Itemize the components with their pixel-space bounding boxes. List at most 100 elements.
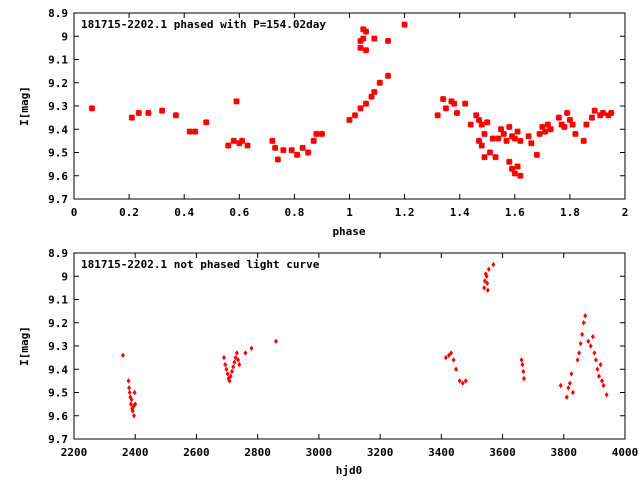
- top-x-tick-label: 0: [71, 206, 78, 219]
- data-point: [451, 357, 456, 363]
- data-point: [127, 385, 132, 391]
- top-x-axis: 0 0.2 0.4 0.6 0.8 1 1.2 1.4 1.6 1.8 2: [71, 13, 629, 219]
- data-point: [563, 109, 571, 117]
- data-point: [129, 396, 134, 403]
- data-point: [269, 137, 276, 145]
- data-point: [357, 37, 364, 45]
- data-point: [520, 361, 525, 368]
- data-point: [237, 361, 242, 368]
- data-point: [580, 331, 585, 338]
- data-point: [596, 112, 604, 119]
- bottom-y-tick-label: 8.9: [48, 247, 68, 260]
- data-point: [539, 123, 546, 131]
- data-point: [172, 112, 180, 119]
- bottom-y-tick-label: 9.6: [48, 410, 68, 423]
- top-x-tick-label: 0.2: [119, 206, 139, 219]
- data-point: [449, 350, 454, 356]
- bottom-chart-title: 181715-2202.1 not phased light curve: [81, 258, 320, 271]
- top-x-tick-label: 1.2: [395, 206, 415, 219]
- bottom-x-tick-label: 3400: [428, 446, 455, 459]
- data-point: [591, 107, 598, 114]
- data-point: [500, 130, 507, 138]
- data-point: [224, 366, 229, 372]
- bottom-y-tick-label: 9.5: [48, 387, 68, 400]
- data-point: [558, 121, 565, 128]
- data-point: [128, 401, 133, 407]
- data-point: [519, 357, 524, 363]
- data-point: [566, 116, 574, 124]
- data-point: [601, 382, 606, 389]
- data-point: [360, 35, 367, 42]
- data-point: [299, 144, 306, 152]
- data-point: [484, 273, 489, 279]
- top-y-tick-label: 9: [61, 30, 68, 43]
- data-point: [517, 172, 524, 179]
- data-point: [457, 378, 462, 384]
- data-point: [478, 121, 485, 128]
- data-point: [313, 130, 320, 138]
- data-point: [232, 359, 237, 365]
- data-point: [482, 278, 487, 284]
- data-point: [362, 46, 370, 54]
- data-point: [231, 364, 236, 370]
- top-x-tick-label: 0.6: [229, 206, 249, 219]
- data-point: [351, 112, 359, 119]
- top-x-tick-label: 1.4: [450, 206, 470, 219]
- data-point: [346, 116, 353, 124]
- data-point: [233, 98, 240, 105]
- bottom-y-tick-label: 9.1: [48, 294, 68, 307]
- bottom-y-tick-label: 9: [61, 270, 68, 283]
- data-point: [547, 126, 554, 133]
- data-point: [586, 338, 591, 345]
- top-x-tick-label: 1.6: [505, 206, 525, 219]
- data-point: [605, 112, 612, 119]
- data-point: [236, 357, 241, 363]
- data-point: [590, 333, 595, 340]
- data-point: [583, 313, 588, 319]
- data-point: [233, 354, 238, 361]
- data-point: [443, 354, 448, 361]
- data-point: [564, 394, 569, 400]
- data-point: [481, 153, 488, 161]
- data-point: [508, 165, 516, 172]
- bottom-plot-frame: [73, 252, 626, 440]
- data-point: [482, 285, 487, 291]
- data-point: [588, 343, 593, 349]
- data-point: [384, 72, 392, 79]
- bottom-y-axis: 8.9 9 9.1 9.2 9.3 9.4 9.5 9.6 9.7: [48, 247, 625, 446]
- data-point: [362, 28, 370, 35]
- data-point: [133, 401, 138, 407]
- data-point: [595, 366, 600, 372]
- data-point: [528, 139, 535, 147]
- data-point: [238, 137, 246, 145]
- top-y-tick-label: 9.2: [48, 77, 68, 90]
- top-x-tick-label: 2: [622, 206, 629, 219]
- data-point: [600, 378, 605, 384]
- data-point: [566, 385, 571, 391]
- data-point: [222, 354, 226, 361]
- bottom-x-tick-label: 2800: [244, 446, 271, 459]
- bottom-x-tick-label: 2600: [183, 446, 210, 459]
- bottom-y-tick-label: 9.4: [48, 363, 68, 376]
- data-point: [362, 100, 370, 107]
- data-point: [570, 389, 575, 396]
- data-point: [598, 361, 603, 368]
- data-point: [192, 128, 199, 135]
- data-point: [508, 133, 516, 140]
- data-point: [454, 366, 458, 372]
- data-point: [244, 142, 251, 149]
- data-point: [368, 93, 375, 100]
- data-point: [127, 389, 132, 396]
- data-point: [583, 121, 590, 128]
- data-point: [439, 95, 447, 103]
- data-point: [555, 114, 563, 121]
- data-point: [293, 151, 301, 159]
- data-point: [304, 149, 312, 156]
- data-point: [234, 350, 239, 356]
- data-point: [132, 413, 136, 419]
- bottom-x-axis: 2200 2400 2600 2800 3000 3200 3400 3600 3800 4000: [61, 253, 638, 459]
- data-point: [186, 128, 193, 135]
- data-point: [371, 88, 378, 96]
- top-x-tick-label: 0.4: [174, 206, 194, 219]
- bottom-data-points: [121, 261, 609, 419]
